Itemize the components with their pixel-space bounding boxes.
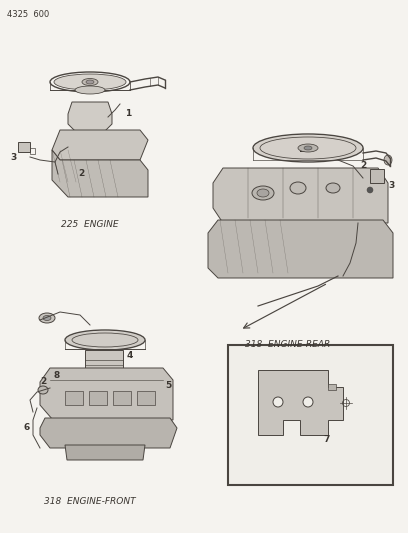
Ellipse shape bbox=[82, 78, 98, 85]
Text: 3: 3 bbox=[388, 182, 394, 190]
Text: 318  ENGINE-REAR: 318 ENGINE-REAR bbox=[245, 340, 330, 349]
Ellipse shape bbox=[254, 135, 362, 161]
Text: 1: 1 bbox=[125, 109, 131, 118]
Polygon shape bbox=[52, 150, 148, 197]
Bar bbox=[328, 384, 336, 390]
Ellipse shape bbox=[298, 144, 318, 152]
Text: 3: 3 bbox=[10, 152, 16, 161]
Ellipse shape bbox=[86, 80, 94, 84]
Ellipse shape bbox=[290, 182, 306, 194]
Text: 2: 2 bbox=[360, 161, 366, 171]
Ellipse shape bbox=[304, 146, 312, 150]
Ellipse shape bbox=[66, 331, 144, 349]
Text: 318  ENGINE-FRONT: 318 ENGINE-FRONT bbox=[44, 497, 136, 506]
Bar bbox=[370, 169, 384, 183]
Text: 7: 7 bbox=[323, 435, 329, 445]
Ellipse shape bbox=[384, 155, 392, 165]
Bar bbox=[85, 350, 123, 370]
Ellipse shape bbox=[273, 397, 283, 407]
Ellipse shape bbox=[252, 186, 274, 200]
Polygon shape bbox=[258, 370, 343, 435]
Bar bbox=[30, 148, 35, 154]
Polygon shape bbox=[52, 130, 148, 160]
Ellipse shape bbox=[326, 183, 340, 193]
Bar bbox=[137, 391, 155, 405]
Ellipse shape bbox=[54, 74, 126, 90]
Ellipse shape bbox=[39, 313, 55, 323]
Ellipse shape bbox=[257, 189, 269, 197]
Polygon shape bbox=[40, 418, 177, 448]
Bar bbox=[18, 142, 30, 152]
Polygon shape bbox=[68, 102, 112, 132]
Polygon shape bbox=[40, 368, 173, 420]
Text: 6: 6 bbox=[23, 424, 29, 432]
Text: 2: 2 bbox=[40, 377, 46, 386]
Text: 4: 4 bbox=[127, 351, 133, 359]
Text: 8: 8 bbox=[53, 370, 59, 379]
Polygon shape bbox=[65, 445, 145, 460]
Bar bbox=[113, 391, 131, 405]
Ellipse shape bbox=[367, 187, 373, 193]
Bar bbox=[65, 391, 83, 405]
Polygon shape bbox=[208, 220, 393, 278]
Ellipse shape bbox=[43, 316, 51, 320]
Text: 4325  600: 4325 600 bbox=[7, 10, 49, 19]
Text: 225  ENGINE: 225 ENGINE bbox=[61, 220, 119, 229]
Bar bbox=[89, 391, 107, 405]
Text: 1: 1 bbox=[298, 146, 304, 155]
Text: 5: 5 bbox=[165, 381, 171, 390]
Ellipse shape bbox=[303, 397, 313, 407]
Ellipse shape bbox=[38, 386, 48, 394]
Polygon shape bbox=[213, 168, 388, 223]
Ellipse shape bbox=[75, 86, 105, 94]
Text: 2: 2 bbox=[78, 169, 84, 179]
Bar bbox=[228, 345, 393, 485]
